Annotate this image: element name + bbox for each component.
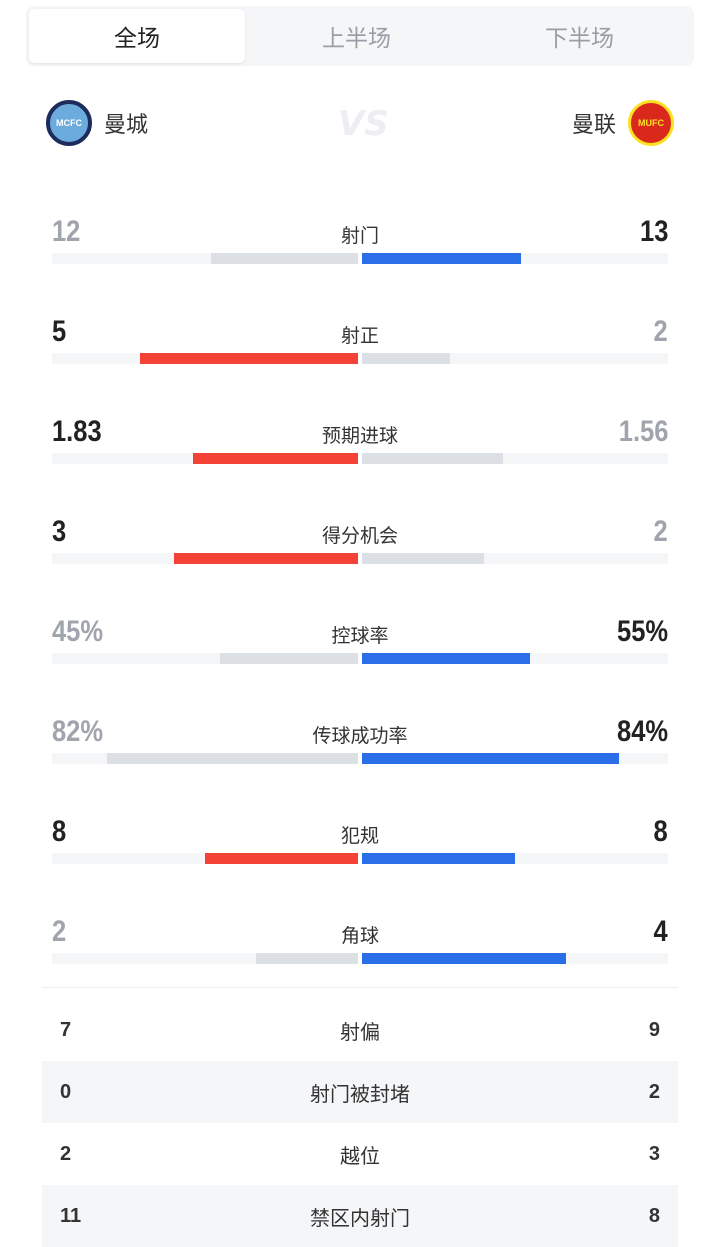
home-bar-fill [139, 353, 358, 364]
home-value: 2 [60, 1142, 72, 1165]
home-bar-fill [205, 853, 358, 864]
home-bar-fill [192, 453, 358, 464]
away-value: 55% [616, 615, 668, 648]
home-bar-track [52, 453, 358, 464]
divider [42, 987, 678, 988]
home-value: 7 [60, 1018, 72, 1041]
away-value: 3 [648, 1142, 660, 1165]
stat-label: 禁区内射门 [310, 1205, 410, 1230]
away-value: 1.56 [618, 415, 668, 448]
away-bar-track [362, 853, 668, 864]
tab-full-match[interactable]: 全场 [29, 9, 245, 63]
period-tabs: 全场 上半场 下半场 [26, 6, 694, 66]
vs-logo: VS [338, 104, 389, 144]
away-value: 8 [653, 815, 668, 848]
home-bar-fill [256, 953, 358, 964]
stat-row: 8 犯规 8 [52, 815, 668, 885]
stat-label: 得分机会 [321, 525, 398, 547]
away-bar-track [362, 653, 668, 664]
home-bar-track [52, 853, 358, 864]
stat-label: 射门 [340, 225, 379, 247]
away-bar-fill [362, 653, 531, 664]
teams-header: MCFC 曼城 VS 曼联 MUFC [46, 100, 674, 146]
stat-label: 射门被封堵 [310, 1081, 410, 1106]
away-bar-fill [362, 253, 522, 264]
tab-second-half[interactable]: 下半场 [545, 26, 614, 52]
stat-row: 5 射正 2 [52, 315, 668, 385]
home-bar-fill [174, 553, 358, 564]
away-bar-track [362, 353, 668, 364]
away-value: 8 [648, 1204, 660, 1227]
stat-label: 控球率 [331, 625, 389, 647]
home-value: 3 [52, 515, 67, 548]
away-bar-fill [362, 353, 450, 364]
home-bar-track [52, 953, 358, 964]
away-bar-fill [362, 753, 620, 764]
home-bar-track [52, 253, 358, 264]
tab-first-half[interactable]: 上半场 [322, 26, 391, 52]
away-value: 2 [653, 315, 668, 348]
stat-row: 82% 传球成功率 84% [52, 715, 668, 785]
home-bar-track [52, 353, 358, 364]
away-bar-track [362, 953, 668, 964]
home-bar-fill [220, 653, 358, 664]
table-row: 7 射偏 9 [42, 999, 678, 1061]
home-value: 11 [60, 1204, 82, 1227]
stat-label: 角球 [340, 925, 379, 947]
away-value: 84% [616, 715, 668, 748]
home-bar-track [52, 553, 358, 564]
away-value: 2 [648, 1080, 660, 1103]
stat-label: 射偏 [340, 1019, 380, 1044]
stat-row: 3 得分机会 2 [52, 515, 668, 585]
stat-row: 1.83 预期进球 1.56 [52, 415, 668, 485]
home-bar-track [52, 653, 358, 664]
away-bar-fill [362, 953, 567, 964]
away-team-name: 曼联 [571, 113, 616, 138]
table-row: 0 射门被封堵 2 [42, 1061, 678, 1123]
stat-label: 越位 [340, 1143, 380, 1168]
home-bar-fill [107, 753, 358, 764]
home-value: 45% [52, 615, 104, 648]
man-city-crest-icon: MCFC [46, 100, 92, 146]
stat-row: 45% 控球率 55% [52, 615, 668, 685]
stat-label: 射正 [340, 325, 379, 347]
stat-label: 预期进球 [321, 425, 398, 447]
away-value: 9 [648, 1018, 660, 1041]
home-value: 0 [60, 1080, 72, 1103]
stat-label: 传球成功率 [312, 725, 408, 747]
home-team-name: 曼城 [104, 113, 149, 138]
home-value: 1.83 [52, 415, 102, 448]
away-team: 曼联 MUFC [572, 100, 674, 146]
home-value: 2 [52, 915, 67, 948]
stat-row: 2 角球 4 [52, 915, 668, 985]
stat-row: 12 射门 13 [52, 215, 668, 285]
home-bar-track [52, 753, 358, 764]
away-value: 13 [639, 215, 668, 248]
home-value: 5 [52, 315, 67, 348]
home-value: 8 [52, 815, 67, 848]
home-bar-fill [211, 253, 358, 264]
home-value: 82% [52, 715, 104, 748]
away-bar-fill [362, 853, 515, 864]
away-bar-track [362, 553, 668, 564]
home-team: MCFC 曼城 [46, 100, 148, 146]
man-united-crest-icon: MUFC [628, 100, 674, 146]
home-value: 12 [52, 215, 81, 248]
away-value: 2 [653, 515, 668, 548]
away-bar-fill [362, 553, 485, 564]
away-bar-track [362, 453, 668, 464]
away-bar-fill [362, 453, 503, 464]
away-bar-track [362, 753, 668, 764]
table-row: 2 越位 3 [42, 1123, 678, 1185]
table-row: 11 禁区内射门 8 [42, 1185, 678, 1247]
away-bar-track [362, 253, 668, 264]
away-value: 4 [653, 915, 668, 948]
stat-label: 犯规 [340, 825, 379, 847]
